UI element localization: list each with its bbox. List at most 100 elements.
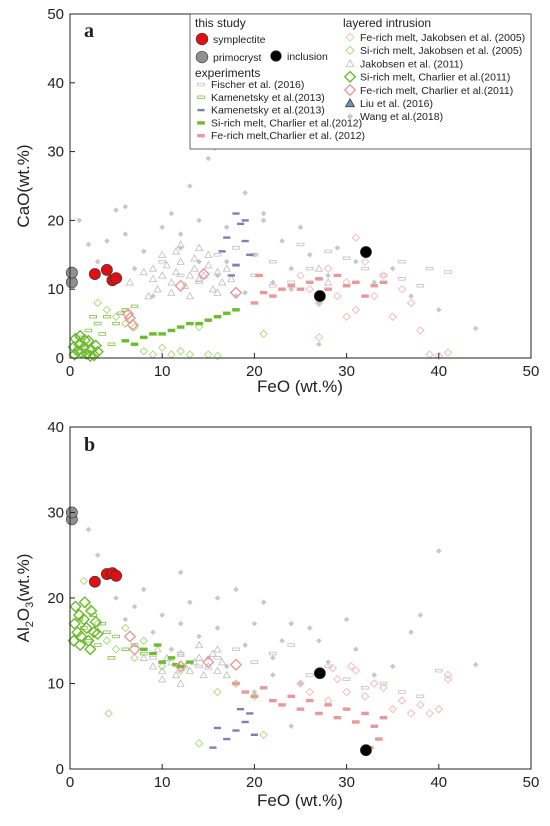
point-wang-et-al-2018 [85, 241, 92, 248]
point-jakobsen-et-al-2011 [158, 666, 167, 674]
point-si-rich-melt-charlier-et-al-2012 [158, 660, 166, 664]
x-tick-label: 0 [66, 363, 74, 380]
point-jakobsen-et-al-2011 [218, 657, 227, 666]
point-wang-et-al-2018 [177, 569, 184, 576]
point-fe-rich-melt-jakobsen-et-al-2005 [296, 271, 305, 280]
point-si-rich-melt-charlier-et-al-2011 [69, 600, 82, 613]
legend-label-symplectite: symplectite [213, 34, 266, 46]
point-jakobsen-et-al-2011 [148, 662, 158, 670]
point-wang-et-al-2018 [177, 245, 184, 251]
point-si-rich-melt-charlier-et-al-2012 [232, 308, 240, 312]
point-fe-rich-melt-jakobsen-et-al-2005 [333, 291, 342, 301]
series-kamenetsky-et-al-2013-purple [209, 707, 258, 749]
point-si-rich-melt-jakobsen-et-al-2005 [121, 319, 130, 328]
point-si-rich-melt-charlier-et-al-2012 [176, 325, 185, 329]
point-si-rich-melt-charlier-et-al-2012 [186, 321, 194, 326]
legend-layered-header: layered intrusion [343, 16, 431, 30]
series-kamenetsky-et-al-2013-purple [218, 212, 254, 277]
point-fischer-et-al-2016 [213, 253, 222, 257]
point-kamenetsky-et-al-2013-green [103, 315, 111, 319]
point-wang-et-al-2018 [187, 183, 193, 189]
point-wang-et-al-2018 [223, 663, 230, 670]
point-fischer-et-al-2016 [269, 651, 277, 656]
point-fe-rich-melt-charlier-et-al-2011 [126, 318, 139, 332]
point-fischer-et-al-2016 [444, 270, 452, 274]
point-fischer-et-al-2016 [342, 256, 351, 260]
point-fe-rich-melt-charlier-et-al-2012 [250, 694, 259, 699]
point-kamenetsky-et-al-2013-green [107, 656, 116, 660]
point-kamenetsky-et-al-2013-purple [213, 726, 222, 730]
point-fischer-et-al-2016 [342, 677, 351, 681]
point-jakobsen-et-al-2011 [195, 243, 204, 252]
point-wang-et-al-2018 [270, 279, 276, 286]
point-fe-rich-melt-jakobsen-et-al-2005 [443, 674, 453, 684]
point-wang-et-al-2018 [131, 603, 138, 610]
point-fe-rich-melt-jakobsen-et-al-2005 [416, 326, 425, 335]
point-wang-et-al-2018 [316, 637, 322, 644]
point-wang-et-al-2018 [436, 548, 442, 554]
point-si-rich-melt-charlier-et-al-2011 [85, 343, 98, 356]
point-wang-et-al-2018 [371, 672, 378, 678]
point-si-rich-melt-jakobsen-et-al-2005 [79, 576, 89, 586]
legend: this study experiments layered intrusion… [189, 13, 532, 150]
legend-marker-fe-rich-melt-charlier-et-al-2011 [343, 83, 357, 97]
point-wang-et-al-2018 [214, 595, 221, 601]
point-kamenetsky-et-al-2013-green [89, 315, 97, 319]
point-fe-rich-melt-charlier-et-al-2012 [352, 720, 360, 724]
point-jakobsen-et-al-2011 [324, 278, 333, 286]
series-fe-rich-melt-charlier-et-al-2011 [123, 630, 243, 673]
point-wang-et-al-2018 [436, 307, 442, 313]
point-wang-et-al-2018 [408, 629, 414, 635]
point-kamenetsky-et-al-2013-purple [236, 222, 245, 226]
point-fe-rich-melt-charlier-et-al-2012 [324, 703, 332, 707]
point-fischer-et-al-2016 [361, 686, 369, 690]
y-tick-label: 30 [47, 144, 64, 161]
point-wang-et-al-2018 [122, 203, 129, 210]
point-wang-et-al-2018 [260, 210, 267, 217]
point-fischer-et-al-2016 [269, 284, 277, 288]
point-si-rich-melt-charlier-et-al-2012 [149, 332, 157, 336]
point-wang-et-al-2018 [85, 526, 92, 533]
point-wang-et-al-2018 [233, 586, 239, 593]
point-jakobsen-et-al-2011 [167, 278, 176, 286]
point-wang-et-al-2018 [76, 217, 83, 224]
legend-label-kamenetsky-et-al-2013: Kamenetsky et al.(2013) [211, 92, 325, 104]
point-si-rich-melt-charlier-et-al-2011 [77, 341, 91, 354]
point-fe-rich-melt-jakobsen-et-al-2005 [434, 351, 444, 361]
point-fe-rich-melt-charlier-et-al-2012 [342, 707, 351, 711]
point-si-rich-melt-jakobsen-et-al-2005 [102, 636, 112, 645]
point-jakobsen-et-al-2011 [139, 267, 148, 276]
x-tick-label: 10 [154, 774, 171, 791]
point-wang-et-al-2018 [260, 217, 267, 224]
point-wang-et-al-2018 [150, 629, 156, 635]
point-fe-rich-melt-jakobsen-et-al-2005 [323, 696, 333, 705]
point-inclusion [360, 744, 372, 757]
series-si-rich-melt-jakobsen-et-al-2005 [93, 298, 268, 361]
point-kamenetsky-et-al-2013-green [98, 332, 107, 336]
x-tick-label: 40 [430, 774, 447, 791]
point-wang-et-al-2018 [353, 258, 359, 265]
point-kamenetsky-et-al-2013-green [139, 651, 148, 656]
legend-marker-fe-rich-melt-jakobsen-et-al-2005 [345, 32, 355, 42]
point-fe-rich-melt-charlier-et-al-2011 [121, 307, 135, 321]
point-wang-et-al-2018 [242, 289, 248, 296]
point-kamenetsky-et-al-2013-purple [250, 733, 258, 736]
point-fe-rich-melt-charlier-et-al-2012 [259, 686, 268, 690]
point-wang-et-al-2018 [288, 286, 295, 292]
point-jakobsen-et-al-2011 [176, 240, 185, 248]
point-fe-rich-melt-charlier-et-al-2011 [128, 643, 141, 656]
legend-marker-kamenetsky-et-al-2013 [197, 95, 205, 99]
point-fischer-et-al-2016 [176, 651, 185, 656]
point-si-rich-melt-jakobsen-et-al-2005 [139, 346, 148, 356]
point-fe-rich-melt-charlier-et-al-2012 [333, 273, 342, 278]
point-fischer-et-al-2016 [305, 266, 314, 271]
point-fe-rich-melt-charlier-et-al-2012 [324, 287, 332, 291]
legend-box [189, 13, 532, 150]
point-jakobsen-et-al-2011 [167, 657, 176, 666]
series-si-rich-melt-charlier-et-al-2011 [67, 596, 104, 656]
legend-label-primocryst: primocryst [213, 52, 262, 64]
point-si-rich-melt-jakobsen-et-al-2005 [213, 687, 222, 697]
point-wang-et-al-2018 [325, 272, 331, 279]
legend-label-jakobsen-et-al-2011: Jakobsen et al. (2011) [360, 58, 463, 70]
point-kamenetsky-et-al-2013-purple [232, 729, 240, 732]
